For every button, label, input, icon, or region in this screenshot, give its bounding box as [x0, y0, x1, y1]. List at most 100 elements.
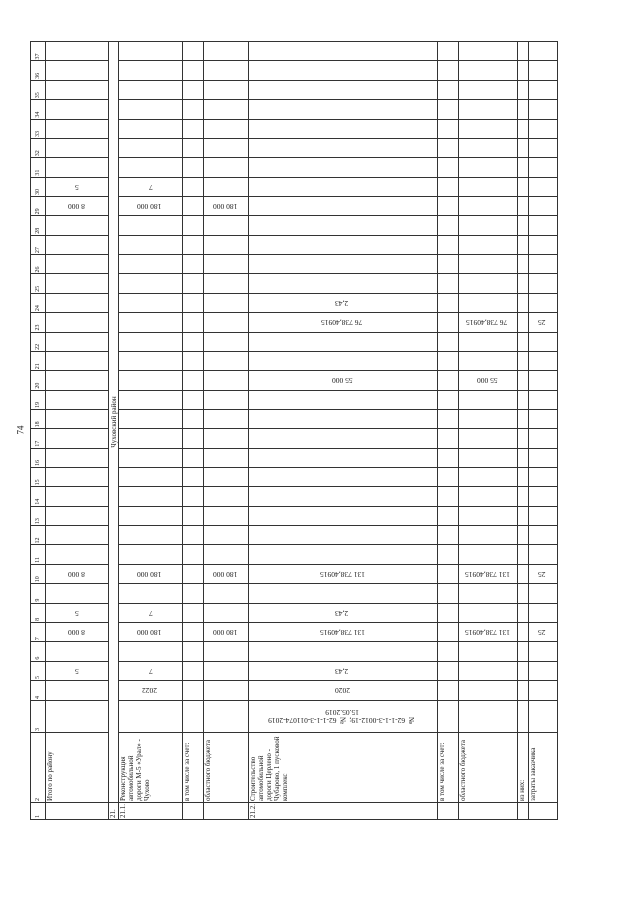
cell-col-21 — [203, 351, 249, 371]
cell-col-35 — [458, 80, 518, 100]
cell-value: 76 738,40915 — [466, 318, 508, 328]
cell-col-6 — [437, 641, 459, 662]
cell-col-25 — [458, 273, 518, 294]
cell-value: 180 000 — [137, 570, 162, 580]
cell-col-3 — [203, 700, 249, 733]
column-number: 11 — [30, 544, 46, 565]
cell-col-34 — [118, 99, 183, 120]
cell-value: 25 — [538, 570, 546, 580]
cell-col-12 — [437, 525, 459, 545]
row-label: в том числе за счет: — [437, 732, 459, 803]
cell-col-6 — [517, 641, 529, 662]
cell-col-26 — [517, 254, 529, 274]
cell-col-13 — [182, 506, 204, 526]
cell-value: 7 — [148, 608, 153, 618]
cell-col-10: 131 738,40915 — [458, 564, 518, 584]
cell-col-19 — [45, 390, 109, 410]
cell-col-9 — [517, 583, 529, 604]
cell-col-29 — [517, 196, 529, 216]
cell-col-3 — [118, 700, 183, 733]
cell-col-37 — [182, 41, 204, 61]
cell-col-15 — [528, 467, 558, 487]
cell-value: 8 000 — [67, 628, 85, 638]
cell-col-33 — [118, 119, 183, 139]
column-number-row: 1 2 3 4 5 6 7 8 9 10 11 12 13 14 15 16 17 18 19 20 21 22 23 24 2… — [30, 41, 46, 820]
cell-col-26 — [248, 254, 438, 274]
row-label: в том числе за счет: — [182, 732, 204, 803]
table-row-obj-21-2: 21.2. Строительство автомобильной дороги … — [248, 41, 438, 820]
table-row-region: 21. Чуховский район — [108, 41, 119, 820]
cell-col-9 — [437, 583, 459, 604]
column-number: 29 — [30, 196, 46, 216]
cell-value: 2,43 — [335, 299, 349, 308]
cell-col-28 — [528, 215, 558, 236]
cell-col-17 — [528, 428, 558, 449]
cell-col-3 — [45, 700, 109, 733]
cell-col-7: 25 — [528, 622, 558, 642]
cell-col-18 — [45, 409, 109, 429]
cell-col-25 — [517, 273, 529, 294]
cell-col-12 — [182, 525, 204, 545]
cell-col-19 — [203, 390, 249, 410]
column-number: 24 — [30, 293, 46, 313]
column-number: 20 — [30, 370, 46, 391]
cell-col-26 — [528, 254, 558, 274]
cell-value: 131 738,40915 — [319, 570, 365, 580]
cell-col-23: 76 738,40915 — [458, 312, 518, 333]
cell-col-8: 7 — [118, 603, 183, 623]
column-number: 5 — [30, 661, 46, 681]
cell-col-35 — [118, 80, 183, 100]
cell-col-32 — [528, 138, 558, 158]
cell-col-35 — [437, 80, 459, 100]
cell-col-24: 2,43 — [248, 293, 438, 313]
cell-col-24 — [437, 293, 459, 313]
cell-col-5 — [517, 661, 529, 681]
cell-col-20 — [118, 370, 183, 391]
cell-col-17 — [248, 428, 438, 449]
cell-col-17 — [182, 428, 204, 449]
cell-col-35 — [248, 80, 438, 100]
cell-col-23 — [437, 312, 459, 333]
column-number: 19 — [30, 390, 46, 410]
cell-col-24 — [118, 293, 183, 313]
cell-col-5: 2,43 — [248, 661, 438, 681]
column-number: 16 — [30, 448, 46, 468]
cell-value: 55 000 — [476, 376, 498, 386]
cell-col-26 — [45, 254, 109, 274]
cell-col-36 — [437, 61, 459, 81]
table-row-obj-21-1: 21.1. Реконструкция автомобильной дороги … — [118, 41, 183, 820]
cell-col-32 — [458, 138, 518, 158]
cell-col-37 — [458, 41, 518, 61]
cell-col-37 — [203, 41, 249, 61]
cell-col-36 — [45, 61, 109, 81]
column-number: 14 — [30, 486, 46, 507]
cell-col-31 — [203, 157, 249, 178]
cell-col-7 — [182, 622, 204, 642]
cell-col-35 — [528, 80, 558, 100]
cell-col-18 — [248, 409, 438, 429]
cell-col-23 — [182, 312, 204, 333]
cell-col-3 — [437, 700, 459, 733]
cell-value: 2,43 — [335, 666, 349, 676]
cell-col-19 — [437, 390, 459, 410]
cell-col-15 — [248, 467, 438, 487]
cell-col-14 — [528, 486, 558, 507]
cell-col-30: 7 — [118, 177, 183, 197]
table-row-regional-21-1: областного бюджета 180 000 180 000 180 000 — [203, 41, 249, 820]
cell-value: 5 — [75, 608, 79, 618]
cell-value: 131 738,40915 — [464, 570, 510, 580]
cell-col-30 — [458, 177, 518, 197]
row-number — [45, 802, 109, 820]
cell-col-16 — [45, 448, 109, 468]
cell-col-17 — [458, 428, 518, 449]
cell-col-6 — [458, 641, 518, 662]
cell-col-4 — [437, 680, 459, 701]
cell-col-29 — [528, 196, 558, 216]
row-label: областного бюджета — [458, 732, 518, 803]
cell-col-28 — [248, 215, 438, 236]
cell-col-28 — [458, 215, 518, 236]
cell-col-11 — [45, 544, 109, 565]
cell-col-21 — [248, 351, 438, 371]
cell-col-4: 2022 — [118, 680, 183, 701]
cell-value: 5 — [75, 666, 79, 676]
